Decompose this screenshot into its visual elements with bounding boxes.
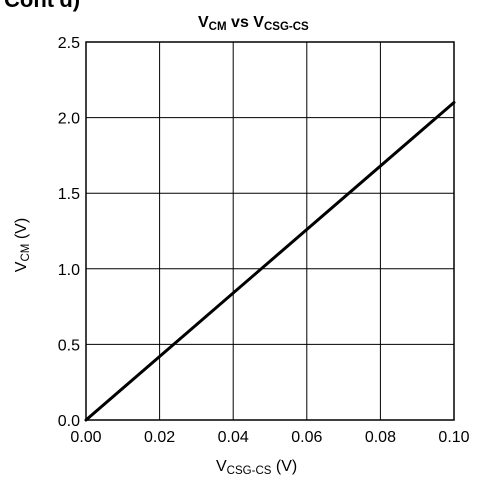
series-line-0	[84, 100, 456, 422]
section-heading-cut: Cont'd)	[4, 0, 80, 13]
plot-frame	[85, 41, 455, 421]
y-tick-label: 2.0	[58, 111, 80, 128]
x-tick-label: 0.06	[291, 429, 322, 446]
y-tick-label: 1.0	[58, 262, 80, 279]
y-tick-label: 0.0	[58, 413, 80, 430]
y-axis-label: VCM (V)	[13, 217, 32, 273]
x-tick-labels: 0.00 0.02 0.04 0.06 0.08 0.10	[70, 429, 469, 446]
y-tick-labels: 0.0 0.5 1.0 1.5 2.0 2.5	[58, 35, 80, 430]
grid	[85, 41, 455, 421]
y-tick-label: 1.5	[58, 186, 80, 203]
x-tick-label: 0.04	[218, 429, 249, 446]
x-tick-label: 0.10	[438, 429, 469, 446]
x-tick-label: 0.08	[365, 429, 396, 446]
series-layer	[84, 100, 456, 422]
x-tick-label: 0.02	[144, 429, 175, 446]
x-tick-label: 0.00	[70, 429, 101, 446]
y-tick-label: 0.5	[58, 337, 80, 354]
y-tick-label: 2.5	[58, 35, 80, 52]
